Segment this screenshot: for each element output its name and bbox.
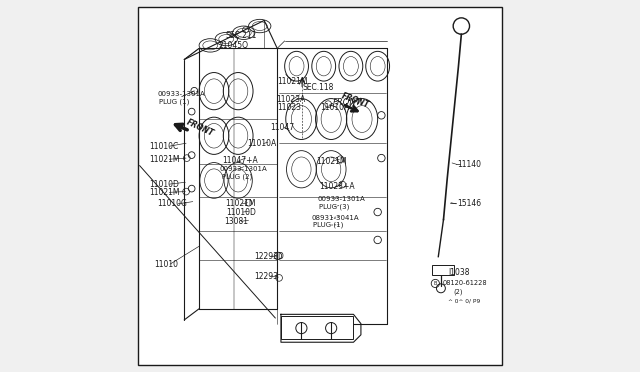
Text: (2): (2) <box>453 289 463 295</box>
Text: 11010D: 11010D <box>149 180 179 189</box>
Text: FRONT: FRONT <box>340 91 371 110</box>
Text: 08120-61228: 08120-61228 <box>443 280 488 286</box>
Text: 00933-1301A: 00933-1301A <box>220 166 268 172</box>
Text: 12293: 12293 <box>254 272 278 280</box>
Text: 11047: 11047 <box>270 123 294 132</box>
Text: SEC.211: SEC.211 <box>225 31 257 40</box>
Text: 12293D: 12293D <box>254 252 284 261</box>
Text: 11021M: 11021M <box>149 155 179 164</box>
Text: 00933-1301A: 00933-1301A <box>157 91 205 97</box>
Text: 11021M: 11021M <box>149 188 179 197</box>
Text: PLUG (1): PLUG (1) <box>159 98 189 105</box>
Text: 00933-1301A: 00933-1301A <box>317 196 365 202</box>
Text: PLUG (1): PLUG (1) <box>314 222 344 228</box>
Bar <box>431 265 454 275</box>
Text: 11021M: 11021M <box>225 199 255 208</box>
Text: 11140: 11140 <box>458 160 482 169</box>
Text: 11023A: 11023A <box>276 95 305 104</box>
Text: 11010A: 11010A <box>246 139 276 148</box>
Text: SEC.118: SEC.118 <box>302 83 333 92</box>
Text: 11021M: 11021M <box>316 157 347 166</box>
Text: 11010C: 11010C <box>149 142 178 151</box>
Text: PLUG (3): PLUG (3) <box>319 203 349 210</box>
Bar <box>281 316 353 339</box>
Text: 11023: 11023 <box>277 103 301 112</box>
Text: PLUG (2): PLUG (2) <box>222 173 252 180</box>
Text: 11010G: 11010G <box>157 199 188 208</box>
Text: 11021M: 11021M <box>277 77 308 86</box>
Text: 08931-3041A: 08931-3041A <box>311 215 358 221</box>
Text: FRONT: FRONT <box>333 98 362 107</box>
Text: I1038: I1038 <box>448 268 470 277</box>
Text: 15146: 15146 <box>457 199 481 208</box>
Text: 11023+A: 11023+A <box>319 182 355 191</box>
Text: ^ 0^ 0/ P9: ^ 0^ 0/ P9 <box>449 299 481 304</box>
Text: 21045Q: 21045Q <box>218 41 248 50</box>
Text: 11010A: 11010A <box>320 103 349 112</box>
Text: 11010D: 11010D <box>227 208 256 217</box>
Text: 11047+A: 11047+A <box>223 156 259 165</box>
Text: 13081: 13081 <box>225 217 248 226</box>
Text: 11010: 11010 <box>154 260 179 269</box>
Text: FRONT: FRONT <box>186 118 216 139</box>
Text: B: B <box>434 281 437 286</box>
